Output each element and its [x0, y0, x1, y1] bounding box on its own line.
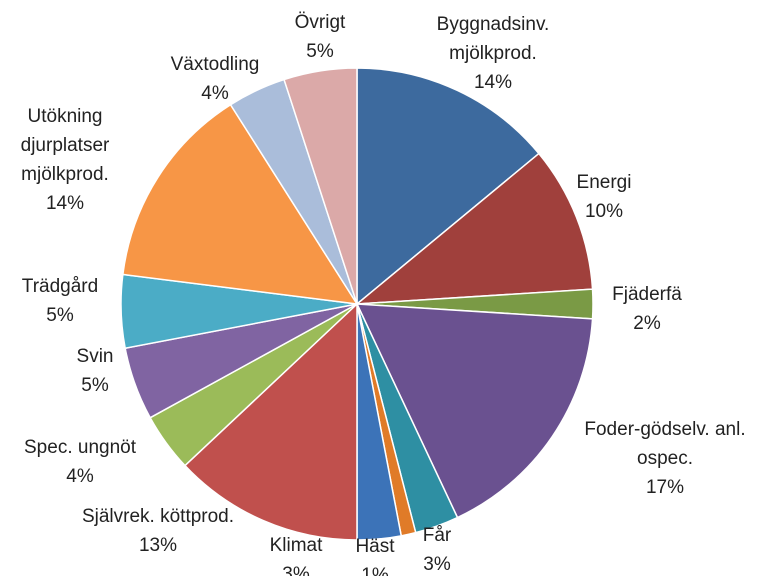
pie-slice: [283, 67, 358, 305]
slice-label: Trädgård 5%: [22, 272, 98, 330]
value-label: 3%: [423, 554, 451, 575]
value-label: 3%: [282, 564, 310, 576]
category-label: Byggnadsinv. mjölkprod.: [436, 14, 550, 64]
category-label: Utökning djurplatser mjölkprod.: [20, 106, 110, 185]
slice-label: Klimat 3%: [270, 531, 323, 576]
slice-label: Byggnadsinv. mjölkprod. 14%: [437, 10, 550, 97]
slice-label: Spec. ungnöt 4%: [24, 433, 136, 491]
value-label: 5%: [46, 305, 74, 326]
pie-slice: [356, 67, 540, 306]
category-label: Energi: [576, 172, 632, 193]
pie-slice: [354, 152, 594, 305]
value-label: 14%: [473, 72, 513, 93]
slice-label: Får 3%: [423, 521, 452, 576]
category-label: Får: [422, 525, 452, 546]
value-label: 4%: [201, 83, 229, 104]
slice-label: Svin 5%: [77, 342, 114, 400]
value-label: 5%: [81, 375, 109, 396]
slice-label: Energi 10%: [577, 168, 632, 226]
pie-slice: [355, 303, 594, 519]
category-label: Häst: [355, 536, 395, 557]
slice-label: Självrek. köttprod. 13%: [82, 502, 234, 560]
value-label: 14%: [45, 193, 85, 214]
slice-label: Foder-gödselv. anl. ospec. 17%: [584, 415, 745, 502]
category-label: Spec. ungnöt: [24, 437, 136, 458]
pie-slice: [183, 302, 358, 541]
value-label: 17%: [645, 477, 685, 498]
value-label: 1%: [361, 565, 389, 576]
slice-label: Häst 1%: [355, 532, 394, 576]
pie-slice: [122, 103, 359, 305]
value-label: 10%: [584, 201, 624, 222]
category-label: Foder-gödselv. anl. ospec.: [584, 419, 746, 469]
value-label: 5%: [306, 41, 334, 62]
category-label: Självrek. köttprod.: [81, 506, 235, 527]
category-label: Fjäderfä: [612, 284, 682, 305]
slice-label: Utökning djurplatser mjölkprod. 14%: [21, 102, 110, 218]
slice-label: Övrigt 5%: [295, 8, 346, 66]
value-label: 13%: [138, 535, 178, 556]
category-label: Övrigt: [294, 12, 346, 33]
value-label: 2%: [633, 313, 661, 334]
category-label: Klimat: [269, 535, 323, 556]
category-label: Trädgård: [21, 276, 99, 297]
slice-label: Fjäderfä 2%: [612, 280, 682, 338]
slice-label: Växtodling 4%: [171, 50, 260, 108]
value-label: 4%: [66, 466, 94, 487]
category-label: Svin: [76, 346, 114, 367]
category-label: Växtodling: [170, 54, 260, 75]
